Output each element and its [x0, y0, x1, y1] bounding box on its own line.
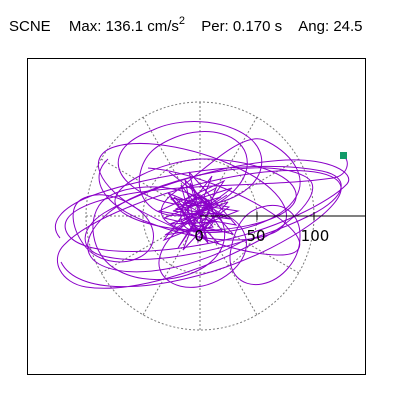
start-marker [340, 152, 347, 159]
trace-layer [55, 121, 350, 289]
max-value: 136.1 cm/s2 [105, 15, 186, 38]
tick-label-100: 100 [301, 227, 330, 245]
axis-layer: 0 50 100 [194, 212, 366, 245]
max-label: Max: [68, 18, 102, 35]
trace-path [55, 155, 350, 261]
trace-path [229, 204, 301, 286]
grid-spoke [100, 215, 201, 274]
trace-path [117, 121, 263, 207]
trace-path [182, 196, 211, 224]
grid-spoke [100, 158, 201, 217]
max-value-text: 136.1 cm/s [105, 18, 179, 35]
trace-path [56, 167, 342, 289]
station-code: SCNE [9, 18, 51, 35]
trace-path [186, 201, 215, 231]
per-label: Per: [201, 18, 229, 35]
header-readout: SCNE Max: 136.1 cm/s2 Per: 0.170 s Ang: … [9, 15, 363, 38]
grid-spoke [199, 215, 258, 316]
ang-value: 24.5 [333, 18, 363, 35]
trace-path [92, 186, 226, 281]
trace-path [72, 194, 154, 263]
trace-path [180, 194, 214, 232]
grid-spoke [142, 116, 201, 217]
grid-spoke [142, 215, 201, 316]
grid-spoke [199, 215, 300, 274]
max-unit-superscript: 2 [178, 15, 186, 27]
trace-path [160, 138, 301, 233]
tick-label-50: 50 [246, 227, 265, 245]
grid-spoke [199, 116, 258, 217]
tick-label-0: 0 [194, 227, 204, 245]
per-value: 0.170 s [232, 18, 283, 35]
trace-path [158, 213, 247, 288]
trace-path [97, 142, 301, 256]
ang-label: Ang: [298, 18, 330, 35]
